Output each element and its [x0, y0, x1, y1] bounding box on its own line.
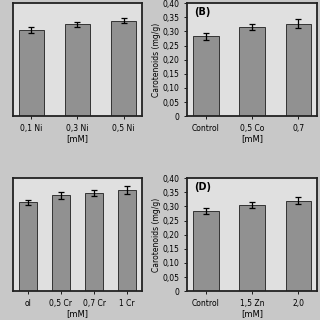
Bar	[239, 205, 265, 291]
Text: (D): (D)	[194, 182, 211, 192]
Y-axis label: Carotenoids (mg/g): Carotenoids (mg/g)	[152, 22, 161, 97]
X-axis label: [mM]: [mM]	[67, 134, 89, 143]
X-axis label: [mM]: [mM]	[241, 309, 263, 318]
Bar	[193, 211, 219, 291]
Bar	[193, 36, 219, 116]
Y-axis label: Carotenoids (mg/g): Carotenoids (mg/g)	[152, 198, 161, 272]
Bar	[111, 21, 136, 116]
Bar	[85, 193, 103, 291]
Bar	[19, 202, 37, 291]
Bar	[65, 24, 90, 116]
Bar	[285, 201, 311, 291]
Bar	[19, 30, 44, 116]
X-axis label: [mM]: [mM]	[67, 309, 89, 318]
Bar	[285, 24, 311, 116]
Bar	[52, 195, 70, 291]
Bar	[239, 27, 265, 116]
Bar	[118, 189, 136, 291]
Text: (B): (B)	[194, 7, 210, 17]
X-axis label: [mM]: [mM]	[241, 134, 263, 143]
